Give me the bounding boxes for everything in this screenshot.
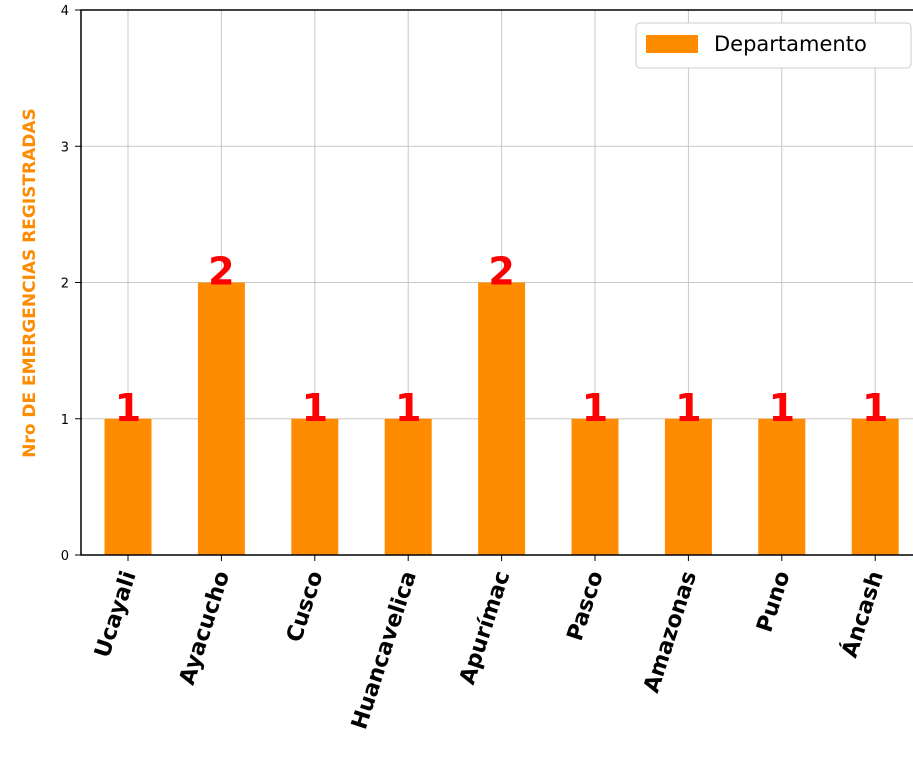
x-tick-label: Puno bbox=[752, 568, 795, 635]
bars bbox=[104, 282, 899, 555]
y-tick-label: 0 bbox=[61, 549, 69, 564]
x-tick-label: Apurímac bbox=[455, 568, 515, 688]
data-label: 1 bbox=[675, 386, 701, 430]
bar bbox=[197, 282, 245, 555]
y-tick-label: 2 bbox=[61, 277, 69, 292]
data-labels: 1 2 1 1 2 1 1 1 1 bbox=[115, 250, 889, 430]
x-axis-ticks: Ucayali Ayacucho Cusco Huancavelica Apurímac… bbox=[90, 555, 889, 732]
y-tick-label: 3 bbox=[61, 140, 69, 155]
bar bbox=[104, 418, 152, 555]
y-tick-label: 1 bbox=[61, 413, 69, 428]
bar bbox=[571, 418, 619, 555]
y-tick-label: 4 bbox=[61, 4, 69, 19]
legend: Departamento bbox=[635, 22, 912, 69]
x-tick-label: Ayacucho bbox=[175, 568, 235, 688]
data-label: 1 bbox=[302, 386, 328, 430]
bar bbox=[758, 418, 806, 555]
data-label: 1 bbox=[115, 386, 141, 430]
x-tick-label: Huancavelica bbox=[347, 568, 422, 732]
x-tick-label: Amazonas bbox=[639, 568, 702, 696]
data-label: 1 bbox=[582, 386, 608, 430]
x-tick-label: Pasco bbox=[563, 568, 609, 644]
bar bbox=[478, 282, 526, 555]
bar bbox=[851, 418, 899, 555]
legend-label: Departamento bbox=[714, 32, 867, 56]
bar bbox=[384, 418, 432, 555]
data-label: 2 bbox=[488, 250, 514, 294]
legend-frame bbox=[635, 22, 912, 69]
data-label: 1 bbox=[862, 386, 888, 430]
x-tick-label: Ucayali bbox=[90, 568, 141, 661]
x-tick-label: Áncash bbox=[837, 568, 889, 661]
y-axis-label: Nro DE EMERGENCIAS REGISTRADAS bbox=[20, 108, 40, 458]
y-axis-ticks: 0 1 2 3 4 bbox=[61, 4, 81, 564]
bar bbox=[291, 418, 339, 555]
bar bbox=[664, 418, 712, 555]
data-label: 1 bbox=[769, 386, 795, 430]
data-label: 2 bbox=[208, 250, 234, 294]
data-label: 1 bbox=[395, 386, 421, 430]
x-tick-label: Cusco bbox=[282, 568, 328, 645]
legend-swatch bbox=[646, 35, 698, 53]
